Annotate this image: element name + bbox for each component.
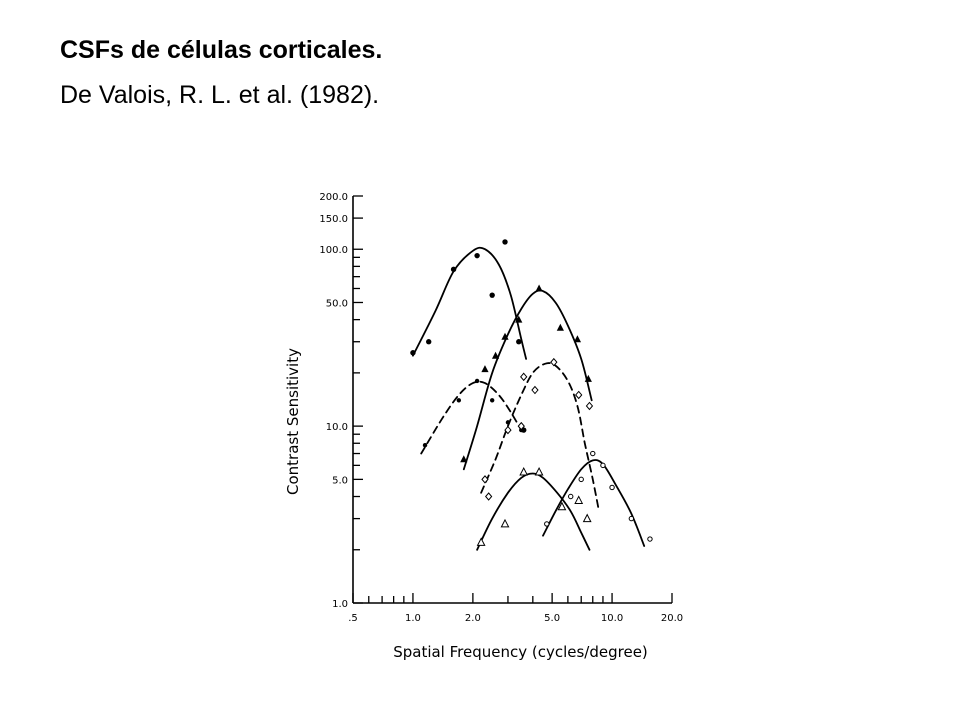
series-3-point [489, 398, 495, 403]
series-1-point [516, 339, 522, 345]
chart-curves [412, 246, 646, 551]
series-4-point [481, 475, 489, 484]
series-6-point [647, 536, 653, 542]
series-5-point [574, 495, 584, 504]
y-tick-label: 10.0 [326, 422, 348, 433]
series-6-point [609, 484, 615, 491]
series-5-point [519, 466, 529, 476]
x-tick-label: .5 [348, 613, 358, 624]
series-4-point [585, 401, 594, 411]
series-6-curve [542, 459, 646, 547]
x-axis-title: Spatial Frequency (cycles/degree) [393, 643, 648, 661]
series-4-point [575, 390, 583, 400]
series-1-point [474, 252, 480, 259]
series-2-point [460, 455, 468, 463]
series-5-point [557, 501, 567, 511]
series-1-point [450, 266, 457, 273]
chart-axes [352, 195, 673, 604]
series-3-point [456, 398, 462, 403]
series-2-point [515, 315, 523, 323]
series-1-point [489, 292, 495, 298]
slide-title: CSFs de células corticales. [60, 36, 383, 64]
series-3-point [422, 443, 428, 448]
y-axis-title: Contrast Sensitivity [284, 348, 302, 495]
chart-points [410, 239, 653, 546]
x-tick-label: 5.0 [544, 613, 560, 624]
series-5-curve [476, 472, 591, 551]
y-tick-label: 100.0 [319, 245, 348, 256]
x-tick-label: 1.0 [405, 613, 421, 624]
series-1-point [502, 239, 508, 245]
y-tick-label: 50.0 [326, 298, 348, 309]
series-6-point [628, 515, 635, 522]
series-6-point [578, 476, 584, 483]
series-3-point [474, 378, 480, 384]
series-5-point [582, 513, 592, 523]
series-5-point [534, 466, 544, 476]
series-2-point [535, 284, 543, 292]
y-tick-label: 5.0 [332, 475, 348, 486]
series-6-point [568, 493, 574, 500]
series-4-point [531, 385, 539, 395]
series-2-point [584, 374, 592, 382]
series-1-point [426, 339, 432, 345]
series-4-point [520, 372, 528, 382]
slide-subtitle: De Valois, R. L. et al. (1982). [60, 81, 380, 109]
series-2-curve [462, 289, 593, 471]
x-tick-label: 2.0 [465, 613, 481, 624]
series-6-point [590, 450, 596, 457]
x-tick-label: 20.0 [661, 613, 683, 624]
series-2-point [556, 323, 564, 331]
series-4-point [517, 421, 525, 431]
x-tick-label: 10.0 [601, 613, 623, 624]
y-tick-label: 200.0 [319, 192, 348, 203]
series-3-curve [420, 380, 523, 455]
series-4-curve [480, 362, 600, 513]
series-2-point [491, 351, 500, 359]
series-1-curve [412, 246, 527, 360]
series-6-point [600, 462, 606, 469]
series-1-point [410, 350, 416, 356]
series-2-point [501, 332, 509, 340]
series-4-point [550, 357, 558, 367]
series-3-point [505, 420, 511, 425]
series-5-point [500, 518, 510, 528]
series-4-point [504, 425, 512, 435]
series-6-point [544, 521, 550, 527]
series-4-point [484, 492, 493, 501]
y-tick-label: 150.0 [319, 214, 348, 225]
series-2-point [573, 335, 582, 343]
series-5-point [476, 537, 486, 546]
y-tick-label: 1.0 [332, 599, 348, 610]
series-2-point [481, 365, 489, 373]
